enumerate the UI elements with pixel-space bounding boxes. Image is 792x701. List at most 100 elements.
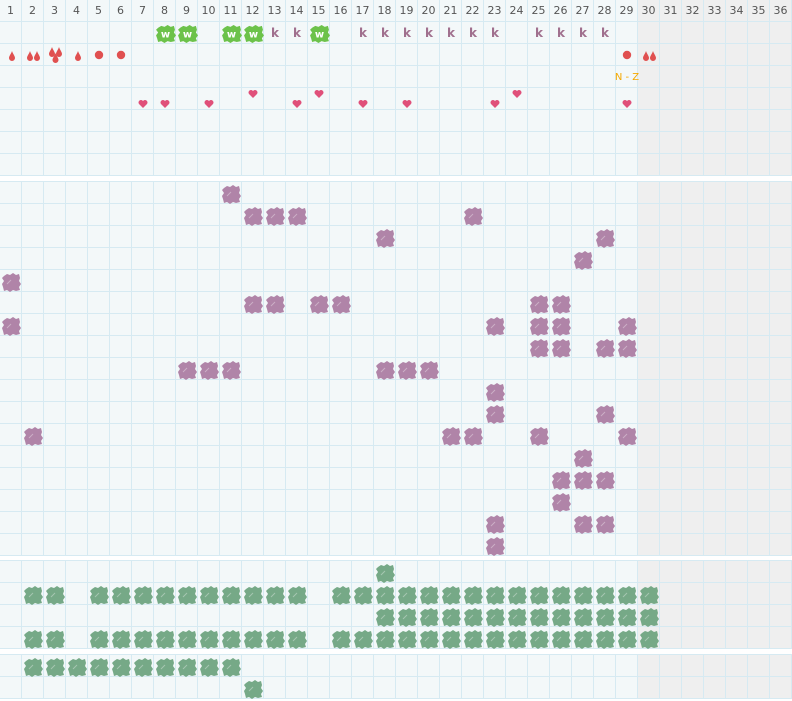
grid-cell[interactable]	[374, 336, 396, 358]
green-mark[interactable]	[374, 562, 396, 584]
grid-cell[interactable]	[22, 358, 44, 380]
purple-mark[interactable]	[572, 447, 594, 469]
grid-cell[interactable]	[330, 512, 352, 534]
grid-cell[interactable]	[396, 424, 418, 446]
grid-cell[interactable]	[748, 468, 770, 490]
grid-cell[interactable]	[22, 88, 44, 110]
grid-cell[interactable]	[440, 534, 462, 556]
grid-cell[interactable]	[704, 468, 726, 490]
grid-cell[interactable]	[418, 22, 440, 44]
grid-cell[interactable]	[330, 22, 352, 44]
grid-cell[interactable]	[110, 512, 132, 534]
grid-cell[interactable]	[44, 424, 66, 446]
grid-cell[interactable]	[726, 677, 748, 699]
grid-cell[interactable]	[704, 292, 726, 314]
grid-cell[interactable]	[770, 677, 792, 699]
grid-cell[interactable]	[330, 182, 352, 204]
grid-cell[interactable]	[154, 226, 176, 248]
grid-cell[interactable]	[572, 490, 594, 512]
k-mark[interactable]: k	[572, 22, 594, 44]
grid-cell[interactable]	[616, 534, 638, 556]
grid-cell[interactable]	[88, 22, 110, 44]
grid-cell[interactable]	[264, 512, 286, 534]
grid-cell[interactable]	[308, 380, 330, 402]
grid-cell[interactable]	[22, 204, 44, 226]
green-mark[interactable]	[352, 628, 374, 650]
grid-cell[interactable]	[264, 402, 286, 424]
grid-cell[interactable]	[682, 677, 704, 699]
grid-cell[interactable]	[0, 226, 22, 248]
grid-cell[interactable]	[726, 446, 748, 468]
grid-cell[interactable]	[748, 424, 770, 446]
grid-cell[interactable]	[330, 204, 352, 226]
purple-mark[interactable]	[572, 249, 594, 271]
grid-cell[interactable]	[286, 248, 308, 270]
purple-mark[interactable]	[484, 403, 506, 425]
grid-cell[interactable]	[550, 204, 572, 226]
grid-cell[interactable]	[110, 490, 132, 512]
grid-cell[interactable]	[682, 66, 704, 88]
grid-cell[interactable]	[220, 446, 242, 468]
grid-cell[interactable]	[506, 88, 528, 110]
grid-cell[interactable]	[22, 270, 44, 292]
grid-cell[interactable]	[264, 270, 286, 292]
grid-cell[interactable]	[22, 561, 44, 583]
grid-cell[interactable]	[176, 402, 198, 424]
grid-cell[interactable]	[374, 314, 396, 336]
green-mark[interactable]	[110, 656, 132, 678]
green-mark[interactable]	[198, 656, 220, 678]
purple-mark[interactable]	[572, 513, 594, 535]
grid-cell[interactable]	[66, 358, 88, 380]
grid-cell[interactable]	[44, 292, 66, 314]
k-mark[interactable]: k	[550, 22, 572, 44]
grid-cell[interactable]	[506, 204, 528, 226]
grid-cell[interactable]	[242, 226, 264, 248]
grid-cell[interactable]	[462, 88, 484, 110]
grid-cell[interactable]	[682, 627, 704, 649]
grid-cell[interactable]	[528, 490, 550, 512]
grid-cell[interactable]	[704, 534, 726, 556]
purple-mark[interactable]	[330, 293, 352, 315]
grid-cell[interactable]	[440, 512, 462, 534]
grid-cell[interactable]	[44, 490, 66, 512]
grid-cell[interactable]	[44, 314, 66, 336]
grid-cell[interactable]	[132, 512, 154, 534]
grid-cell[interactable]	[726, 336, 748, 358]
grid-cell[interactable]	[220, 292, 242, 314]
grid-cell[interactable]	[308, 88, 330, 110]
grid-cell[interactable]	[418, 110, 440, 132]
grid-cell[interactable]	[726, 44, 748, 66]
grid-cell[interactable]	[66, 627, 88, 649]
grid-cell[interactable]	[374, 182, 396, 204]
purple-mark[interactable]	[242, 293, 264, 315]
grid-cell[interactable]	[726, 561, 748, 583]
grid-cell[interactable]	[484, 677, 506, 699]
grid-cell[interactable]	[726, 402, 748, 424]
grid-cell[interactable]	[308, 182, 330, 204]
grid-cell[interactable]	[616, 110, 638, 132]
green-mark[interactable]	[154, 656, 176, 678]
grid-cell[interactable]	[88, 226, 110, 248]
grid-cell[interactable]	[770, 446, 792, 468]
grid-cell[interactable]	[396, 534, 418, 556]
grid-cell[interactable]	[682, 561, 704, 583]
grid-cell[interactable]	[462, 512, 484, 534]
grid-cell[interactable]	[484, 204, 506, 226]
grid-cell[interactable]	[660, 561, 682, 583]
grid-cell[interactable]	[110, 182, 132, 204]
grid-cell[interactable]	[660, 226, 682, 248]
grid-cell[interactable]	[506, 490, 528, 512]
grid-cell[interactable]	[264, 22, 286, 44]
grid-cell[interactable]	[616, 402, 638, 424]
grid-cell[interactable]	[88, 358, 110, 380]
grid-cell[interactable]	[682, 583, 704, 605]
grid-cell[interactable]	[418, 380, 440, 402]
grid-cell[interactable]	[748, 292, 770, 314]
grid-cell[interactable]	[484, 358, 506, 380]
grid-cell[interactable]	[0, 655, 22, 677]
purple-mark[interactable]	[484, 513, 506, 535]
grid-cell[interactable]	[352, 424, 374, 446]
grid-cell[interactable]	[660, 468, 682, 490]
grid-cell[interactable]	[242, 248, 264, 270]
grid-cell[interactable]	[242, 490, 264, 512]
